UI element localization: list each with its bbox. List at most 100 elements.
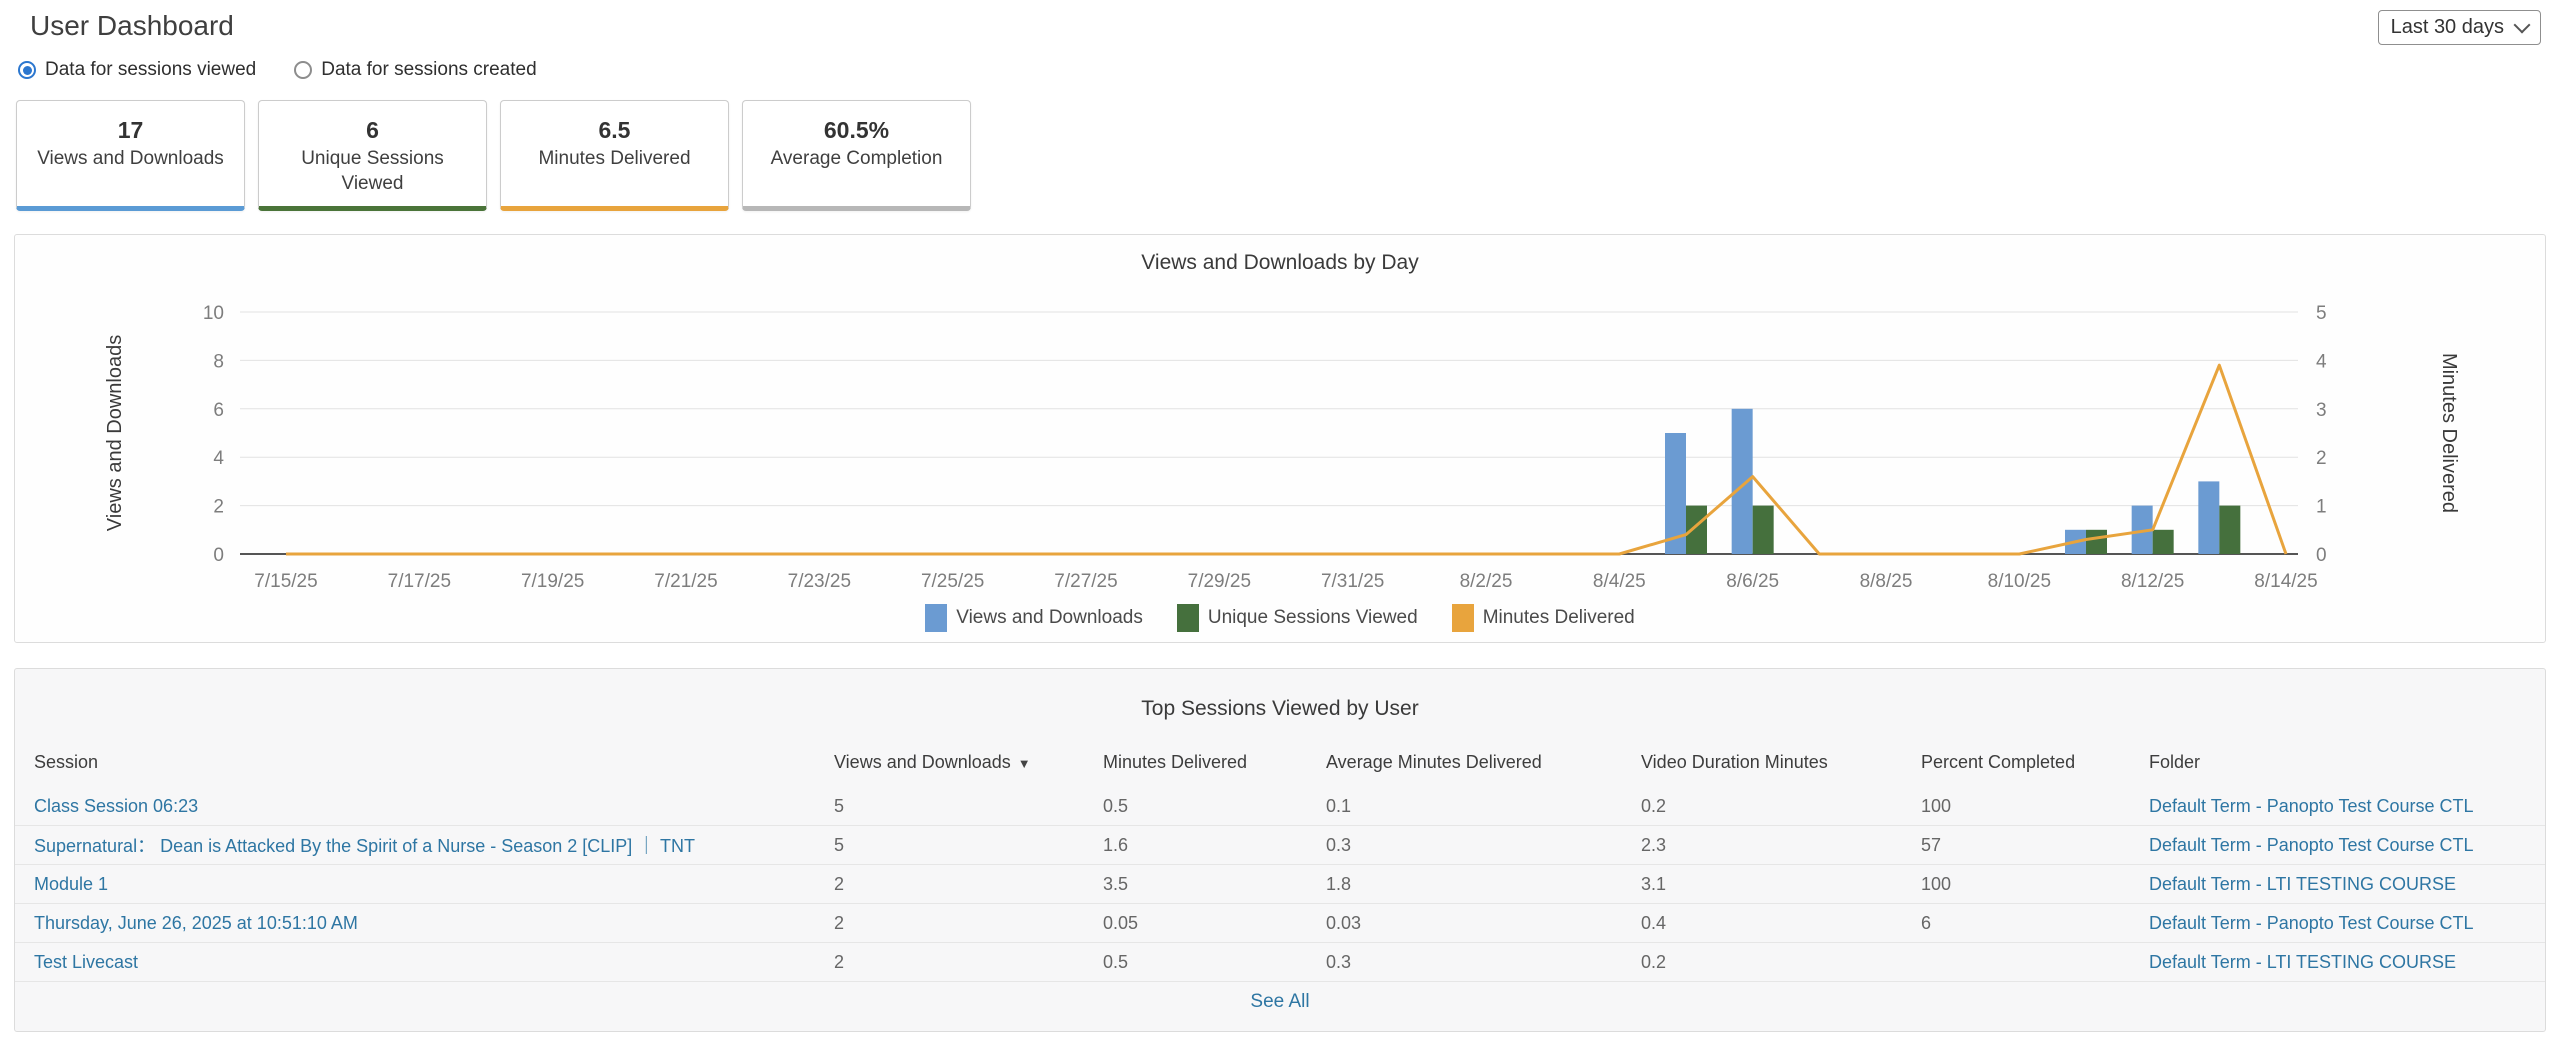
table-row: Class Session 06:23 5 0.5 0.1 0.2 100 Default … — [15, 787, 2545, 826]
sort-desc-icon: ▼ — [1017, 755, 1031, 771]
folder-link[interactable]: Default Term - Panopto Test Course CTL — [2149, 795, 2474, 816]
left-axis-tick: 2 — [213, 497, 224, 518]
legend-label: Unique Sessions Viewed — [1207, 607, 1418, 628]
chart-title: Views and Downloads by Day — [1141, 251, 1419, 274]
average-minutes-value: 1.8 — [1326, 873, 1352, 894]
page-title: User Dashboard — [30, 10, 234, 41]
average-minutes-value: 0.3 — [1326, 834, 1352, 855]
right-axis-tick: 4 — [2316, 351, 2327, 372]
session-link[interactable]: Thursday, June 26, 2025 at 10:51:10 AM — [34, 912, 358, 933]
left-axis-tick: 0 — [213, 545, 224, 566]
top-sessions-table-panel: Top Sessions Viewed by User Session Views… — [14, 668, 2546, 1032]
legend-swatch-icon — [925, 604, 948, 632]
average-minutes-value: 0.3 — [1326, 951, 1352, 972]
unique-sessions-bar — [1752, 505, 1774, 554]
views-downloads-bar — [1665, 433, 1686, 554]
chevron-down-icon — [2513, 16, 2531, 34]
right-axis-tick: 5 — [2316, 303, 2327, 324]
date-range-select[interactable]: Last 30 days — [2377, 10, 2541, 45]
stat-value: 17 — [117, 117, 144, 143]
x-axis-tick: 8/6/25 — [1726, 571, 1779, 592]
percent-completed-value: 57 — [1921, 834, 1942, 855]
stat-value: 60.5% — [823, 117, 890, 143]
column-header-folder[interactable]: Folder — [2149, 752, 2545, 773]
legend-item: Views and Downloads — [925, 604, 1143, 632]
unique-sessions-bar — [2219, 505, 2241, 554]
table-title: Top Sessions Viewed by User — [1141, 697, 1419, 720]
column-header-minutes-delivered[interactable]: Minutes Delivered — [1103, 752, 1326, 773]
session-link[interactable]: Class Session 06:23 — [34, 795, 199, 816]
column-header-label: Percent Completed — [1921, 751, 2076, 772]
legend-item: Minutes Delivered — [1451, 604, 1635, 632]
x-axis-tick: 8/8/25 — [1860, 571, 1913, 592]
x-axis-tick: 7/19/25 — [521, 571, 584, 592]
views-downloads-chart-panel: Views and Downloads by Day 0 2 4 6 8 10 0 1 2 3 4 5… — [14, 234, 2546, 643]
radio-unselected-icon — [294, 61, 313, 79]
stat-card-average-completion: 60.5% Average Completion — [742, 100, 971, 211]
x-axis-tick: 7/27/25 — [1054, 571, 1117, 592]
x-axis-tick: 8/14/25 — [2254, 571, 2317, 592]
left-axis-title: Views and Downloads — [104, 335, 126, 531]
minutes-delivered-value: 0.5 — [1103, 795, 1129, 816]
x-axis-tick: 7/21/25 — [654, 571, 717, 592]
session-link[interactable]: Supernatural： Dean is Attacked By the Sp… — [34, 836, 695, 856]
column-header-video-duration-minutes[interactable]: Video Duration Minutes — [1641, 752, 1921, 773]
video-duration-value: 0.2 — [1641, 951, 1667, 972]
folder-link[interactable]: Default Term - Panopto Test Course CTL — [2149, 912, 2474, 933]
column-header-views-and-downloads[interactable]: Views and Downloads ▼ — [834, 752, 1103, 773]
minutes-delivered-value: 0.5 — [1103, 951, 1129, 972]
legend-swatch-icon — [1451, 604, 1474, 632]
table-row: Thursday, June 26, 2025 at 10:51:10 AM 2 0… — [15, 904, 2545, 943]
x-axis-tick: 8/4/25 — [1593, 571, 1646, 592]
views-downloads-value: 5 — [834, 834, 845, 855]
percent-completed-value: 6 — [1921, 912, 1932, 933]
stat-label: Average Completion — [770, 148, 943, 169]
right-axis-title: Minutes Delivered — [2438, 353, 2460, 513]
radio-sessions-viewed[interactable]: Data for sessions viewed — [18, 59, 256, 81]
right-axis-tick: 1 — [2316, 497, 2327, 518]
views-downloads-bar — [2131, 505, 2153, 554]
views-downloads-bar — [2198, 481, 2220, 554]
views-downloads-value: 2 — [834, 912, 845, 933]
folder-link[interactable]: Default Term - LTI TESTING COURSE — [2149, 951, 2457, 972]
folder-link[interactable]: Default Term - Panopto Test Course CTL — [2149, 834, 2474, 855]
minutes-delivered-value: 0.05 — [1103, 912, 1139, 933]
column-header-session[interactable]: Session — [34, 752, 834, 773]
legend-label: Minutes Delivered — [1482, 607, 1635, 628]
column-header-label: Average Minutes Delivered — [1326, 751, 1542, 772]
x-axis-tick: 8/10/25 — [1988, 571, 2051, 592]
column-header-average-minutes-delivered[interactable]: Average Minutes Delivered — [1326, 752, 1641, 773]
session-link[interactable]: Test Livecast — [34, 951, 139, 972]
video-duration-value: 0.4 — [1641, 912, 1667, 933]
legend-swatch-icon — [1176, 604, 1199, 632]
x-axis-tick: 7/17/25 — [388, 571, 451, 592]
see-all-link[interactable]: See All — [1250, 991, 1310, 1012]
stat-value: 6 — [366, 117, 379, 143]
views-downloads-by-day-chart: 0 2 4 6 8 10 0 1 2 3 4 5 7/15/25 7/17/25 7/19/25 7/21/2… — [104, 303, 2460, 592]
radio-sessions-created[interactable]: Data for sessions created — [294, 59, 537, 81]
column-header-label: Minutes Delivered — [1103, 751, 1248, 772]
x-axis-tick: 7/25/25 — [921, 571, 984, 592]
table-row: Module 1 2 3.5 1.8 3.1 100 Default Term - LTI … — [15, 865, 2545, 904]
x-axis-tick: 7/31/25 — [1321, 571, 1384, 592]
x-axis-tick: 7/23/25 — [788, 571, 851, 592]
date-range-value: Last 30 days — [2390, 16, 2504, 38]
table-row: Test Livecast 2 0.5 0.3 0.2 Default Term - LT… — [15, 943, 2545, 982]
column-header-percent-completed[interactable]: Percent Completed — [1921, 752, 2149, 773]
stat-card-unique-sessions: 6 Unique Sessions Viewed — [258, 100, 487, 211]
average-minutes-value: 0.03 — [1326, 912, 1362, 933]
unique-sessions-bar — [1686, 505, 1707, 554]
folder-link[interactable]: Default Term - LTI TESTING COURSE — [2149, 873, 2457, 894]
legend-item: Unique Sessions Viewed — [1176, 604, 1418, 632]
table-body: Class Session 06:23 5 0.5 0.1 0.2 100 Default … — [15, 787, 2545, 982]
right-axis-tick: 3 — [2316, 400, 2327, 421]
session-link[interactable]: Module 1 — [34, 873, 109, 894]
left-axis-tick: 6 — [213, 400, 224, 421]
right-axis-tick: 0 — [2316, 545, 2327, 566]
x-axis-tick: 8/12/25 — [2121, 571, 2184, 592]
minutes-delivered-value: 3.5 — [1103, 873, 1129, 894]
data-scope-radio-group: Data for sessions viewed Data for sessio… — [18, 59, 537, 81]
left-axis-tick: 8 — [213, 351, 224, 372]
table-row: Supernatural： Dean is Attacked By the Sp… — [15, 826, 2545, 865]
minutes-delivered-line — [286, 363, 2288, 556]
